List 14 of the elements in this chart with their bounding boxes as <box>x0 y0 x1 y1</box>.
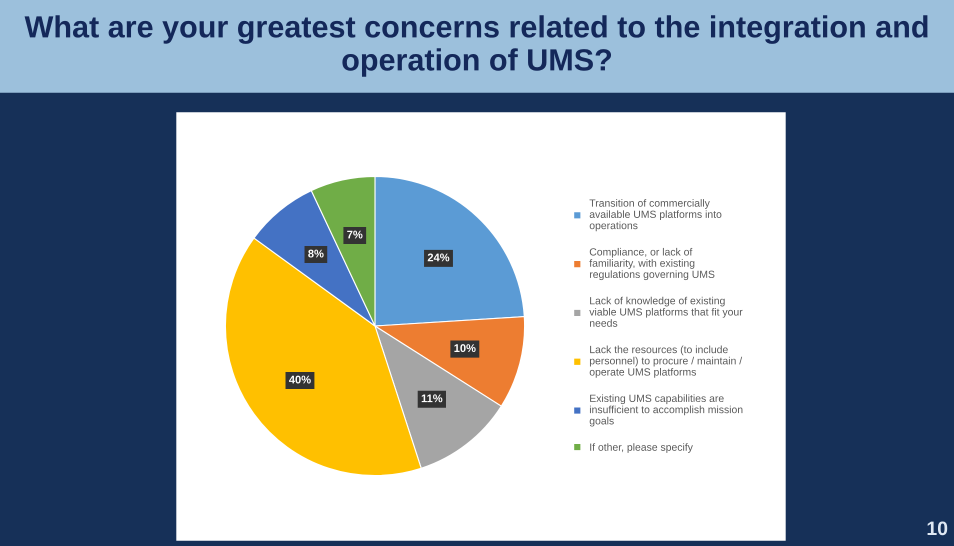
legend-label: Lack of knowledge of existing viable UMS platforms that fit your needs <box>589 296 743 327</box>
data-label: 11% <box>422 394 442 402</box>
data-label: 40% <box>289 376 311 384</box>
legend-label: Existing UMS capabilities are insufficient to accomplish mission goals <box>590 394 742 427</box>
data-label: 24% <box>428 254 450 262</box>
legend-label: If other, please specify <box>590 443 693 453</box>
data-label: 7% <box>347 230 363 238</box>
legend-label: Lack the resources (to include personnel) to procure / maintain / operate UMS platforms <box>590 346 742 378</box>
data-label: 8% <box>308 250 324 258</box>
legend-label: Transition of commercially available UMS platforms into operations <box>590 199 722 232</box>
data-label: 10% <box>454 344 476 352</box>
text: 10 <box>928 521 948 536</box>
legend-label: Compliance, or lack of familiarity, with existing regulations governing UMS <box>589 248 714 280</box>
chart-title: What are your greatest concerns related to the integration and operation of UMS? <box>24 15 928 77</box>
